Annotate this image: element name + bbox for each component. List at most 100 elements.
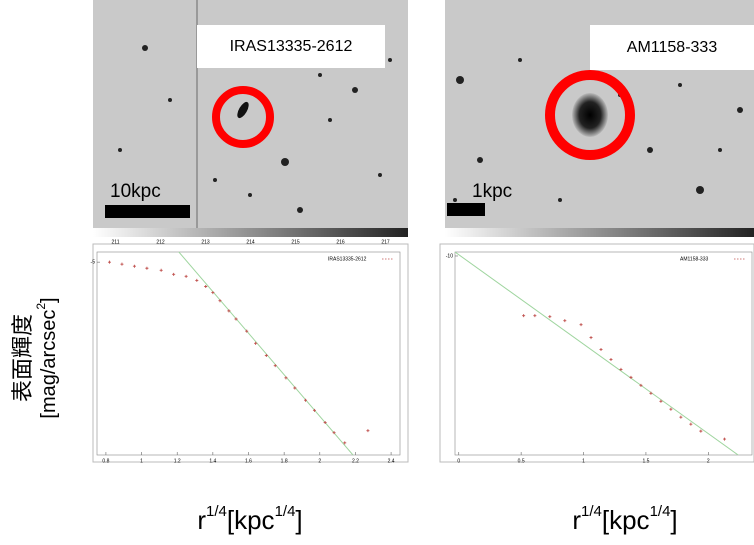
x-axis-label: r1/4[kpc1/4] — [197, 503, 302, 535]
data-point — [159, 268, 163, 272]
x-tick-label: 2.4 — [388, 458, 395, 464]
x-tick-label: 2 — [707, 458, 710, 464]
data-point — [145, 266, 149, 270]
data-point — [649, 391, 653, 395]
x-tick-label: 0.5 — [518, 458, 525, 464]
y-label-part: [mag/arcsec2] — [34, 297, 60, 418]
scale-bar-label: 1kpc — [472, 181, 512, 202]
data-point — [669, 407, 673, 411]
colorbar-tick-label: 212 — [156, 239, 165, 245]
plot-panel — [92, 243, 409, 463]
x-tick-label: 1.5 — [642, 458, 649, 464]
data-point — [107, 260, 111, 264]
data-point — [312, 408, 316, 412]
data-point — [120, 262, 124, 266]
data-point — [273, 364, 277, 368]
galaxy — [237, 101, 249, 119]
x-tick-label: 0.8 — [102, 458, 109, 464]
y-label-sup: 2 — [34, 303, 48, 310]
data-point — [533, 314, 537, 318]
data-point — [254, 341, 258, 345]
x-label-part: r — [197, 505, 206, 535]
data-point — [304, 398, 308, 402]
data-point — [609, 357, 613, 361]
scale-bar-label: 10kpc — [110, 181, 161, 202]
x-label-part: [kpc — [602, 505, 650, 535]
data-point — [699, 429, 703, 433]
data-point — [679, 415, 683, 419]
x-tick-label: 1 — [140, 458, 143, 464]
stars — [118, 45, 392, 213]
x-tick-label: 1.4 — [209, 458, 216, 464]
legend-label: AM1158-333 — [680, 256, 708, 262]
galaxy — [572, 93, 608, 137]
plot-area — [454, 251, 753, 456]
data-point — [639, 383, 643, 387]
y-tick-label: -5 — [91, 259, 96, 265]
x-tick-label: 0 — [457, 458, 460, 464]
y-label-part: [mag/arcsec — [38, 310, 60, 419]
colorbar-tick-label: 215 — [291, 239, 300, 245]
data-point — [619, 367, 623, 371]
data-point — [659, 399, 663, 403]
data-point — [629, 375, 633, 379]
x-tick-label: 1.2 — [174, 458, 181, 464]
image-label: AM1158-333 — [627, 39, 718, 56]
x-tick-label: 1.6 — [245, 458, 252, 464]
y-tick-label: -10 — [446, 253, 453, 259]
data-point — [132, 264, 136, 268]
fit-line — [178, 252, 354, 455]
colorbar-tick-label: 214 — [246, 239, 255, 245]
data-point — [172, 272, 176, 276]
data-point — [227, 309, 231, 313]
label-box — [590, 25, 754, 70]
data-point — [563, 319, 567, 323]
plot-clip — [455, 252, 739, 455]
colorbar-tick-label: 211 — [112, 239, 120, 245]
image-label: IRAS13335-2612 — [230, 38, 353, 55]
legend-label: IRAS13335-2612 — [328, 256, 367, 262]
plot-panel — [439, 243, 754, 463]
data-point — [245, 329, 249, 333]
x-tick-label: 2.2 — [352, 458, 359, 464]
x-label-part: ] — [295, 505, 302, 535]
colorbar-tick-label: 213 — [201, 239, 210, 245]
x-tick-label: 2 — [318, 458, 321, 464]
scale-bar — [447, 203, 485, 216]
data-point — [218, 299, 222, 303]
highlight-circle — [545, 70, 635, 160]
colorbar-tick-label: 216 — [336, 239, 345, 245]
data-point — [264, 354, 268, 358]
data-point — [599, 348, 603, 352]
fit-line — [455, 252, 739, 455]
x-tick-label: 1.8 — [281, 458, 288, 464]
label-box — [197, 25, 385, 68]
data-point — [522, 314, 526, 318]
data-point — [211, 291, 215, 295]
data-point — [204, 285, 208, 289]
data-point — [234, 317, 238, 321]
x-label-sup: 1/4 — [581, 503, 602, 520]
y-label-part: ] — [38, 297, 60, 303]
x-label-sup: 1/4 — [206, 503, 227, 520]
data-point — [366, 429, 370, 433]
colorbar — [93, 228, 408, 237]
data-point — [723, 437, 727, 441]
x-label-part: ] — [670, 505, 677, 535]
data-point — [343, 441, 347, 445]
data-point — [332, 431, 336, 435]
y-label-part: 表面輝度 — [10, 314, 35, 402]
data-point — [689, 422, 693, 426]
scale-bar — [105, 205, 190, 218]
data-point — [293, 386, 297, 390]
x-axis-label: r1/4[kpc1/4] — [572, 503, 677, 535]
y-axis-label: 表面輝度 [mag/arcsec2] — [10, 297, 60, 418]
data-point — [548, 315, 552, 319]
highlight-circle — [212, 86, 274, 148]
data-point — [195, 278, 199, 282]
colorbar-tick-label: 217 — [381, 239, 390, 245]
data-point — [579, 323, 583, 327]
x-label-sup: 1/4 — [275, 503, 296, 520]
x-label-part: r — [572, 505, 581, 535]
